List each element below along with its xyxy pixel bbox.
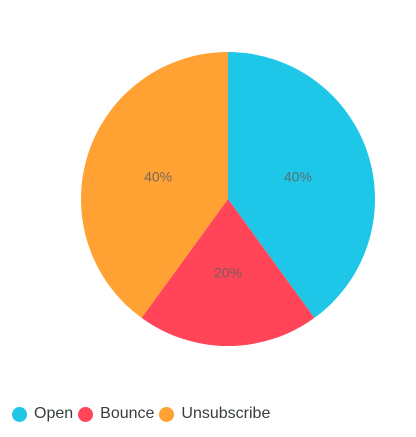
legend-marker-open <box>12 406 27 422</box>
legend-item-unsubscribe[interactable]: Unsubscribe <box>159 405 270 423</box>
data-label-bounce: 20% <box>214 265 242 281</box>
pie-chart-plot: 40% 20% 40% <box>81 52 375 347</box>
pie-slice-unsubscribe[interactable] <box>81 52 228 318</box>
data-label-open: 40% <box>284 168 312 184</box>
legend-marker-bounce <box>78 406 94 422</box>
legend-label-bounce: Bounce <box>100 405 155 422</box>
legend-label-open: Open <box>34 405 74 422</box>
legend-marker-unsubscribe <box>159 406 175 422</box>
legend-item-bounce[interactable]: Bounce <box>78 405 154 423</box>
legend-label-unsubscribe: Unsubscribe <box>181 405 271 422</box>
legend-item-open[interactable]: Open <box>12 405 73 423</box>
pie-slice-open[interactable] <box>228 52 375 318</box>
pie-slice-bounce[interactable] <box>141 199 315 347</box>
data-label-unsubscribe: 40% <box>144 168 172 184</box>
chart-legend: Open Bounce Unsubscribe <box>12 402 275 426</box>
